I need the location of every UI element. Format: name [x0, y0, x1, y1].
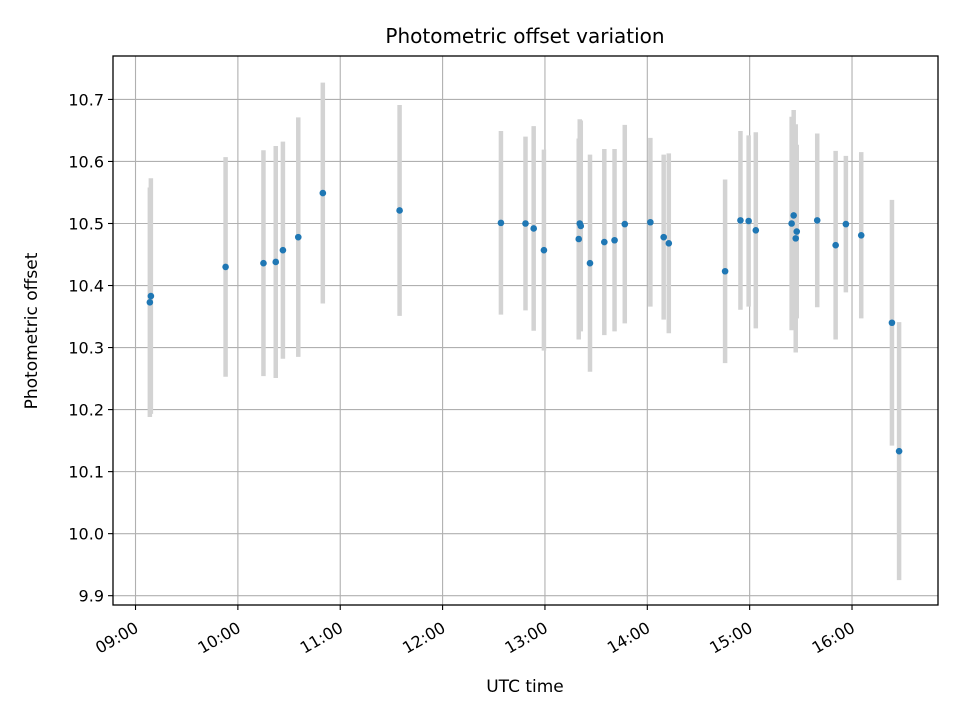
data-point: [586, 259, 594, 267]
data-point: [842, 220, 850, 228]
data-point: [530, 225, 537, 232]
data-point: [721, 267, 729, 275]
data-point: [857, 231, 865, 239]
data-point: [319, 189, 327, 197]
data-point: [577, 222, 585, 230]
data-point: [601, 238, 608, 246]
data-point: [647, 218, 654, 226]
x-axis-label: UTC time: [486, 677, 564, 697]
data-point: [497, 219, 505, 227]
y-axis-label: Photometric offset: [22, 252, 42, 409]
data-point: [611, 236, 618, 244]
data-point: [260, 259, 267, 267]
data-point: [575, 235, 583, 243]
data-point: [621, 220, 629, 228]
data-point: [272, 258, 280, 266]
data-points: [146, 189, 903, 455]
y-tick-label: 10.6: [68, 152, 104, 171]
data-point: [396, 207, 403, 214]
data-point: [294, 233, 302, 241]
data-point: [665, 240, 673, 247]
chart-title: Photometric offset variation: [385, 24, 664, 48]
data-point: [279, 246, 287, 254]
y-tick-label: 10.2: [68, 401, 104, 420]
y-tick-label: 10.7: [68, 90, 104, 109]
y-tick-label: 10.1: [68, 463, 104, 482]
y-tick-label: 10.3: [68, 339, 104, 358]
data-point: [752, 227, 760, 234]
data-point: [522, 220, 529, 227]
data-point: [147, 292, 155, 300]
y-axis-ticks: 9.9 10.0 10.1 10.2 10.3 10.4 10.5 10.6 10.7: [68, 90, 113, 606]
y-tick-label: 10.4: [68, 277, 104, 296]
data-point: [660, 233, 667, 241]
data-point: [540, 246, 548, 254]
data-point: [813, 217, 821, 224]
data-point: [745, 217, 752, 225]
y-tick-label: 10.0: [68, 525, 104, 544]
data-point: [790, 212, 797, 219]
data-point: [832, 241, 839, 249]
data-point: [146, 298, 154, 306]
data-point: [222, 263, 229, 271]
y-tick-label: 10.5: [68, 214, 104, 233]
plot-frame: [112, 55, 939, 606]
data-point: [793, 228, 801, 235]
data-point: [737, 217, 744, 224]
data-point: [788, 220, 795, 227]
data-point: [888, 319, 896, 327]
data-point: [895, 447, 903, 455]
y-tick-label: 9.9: [79, 587, 104, 606]
data-point: [792, 235, 800, 242]
